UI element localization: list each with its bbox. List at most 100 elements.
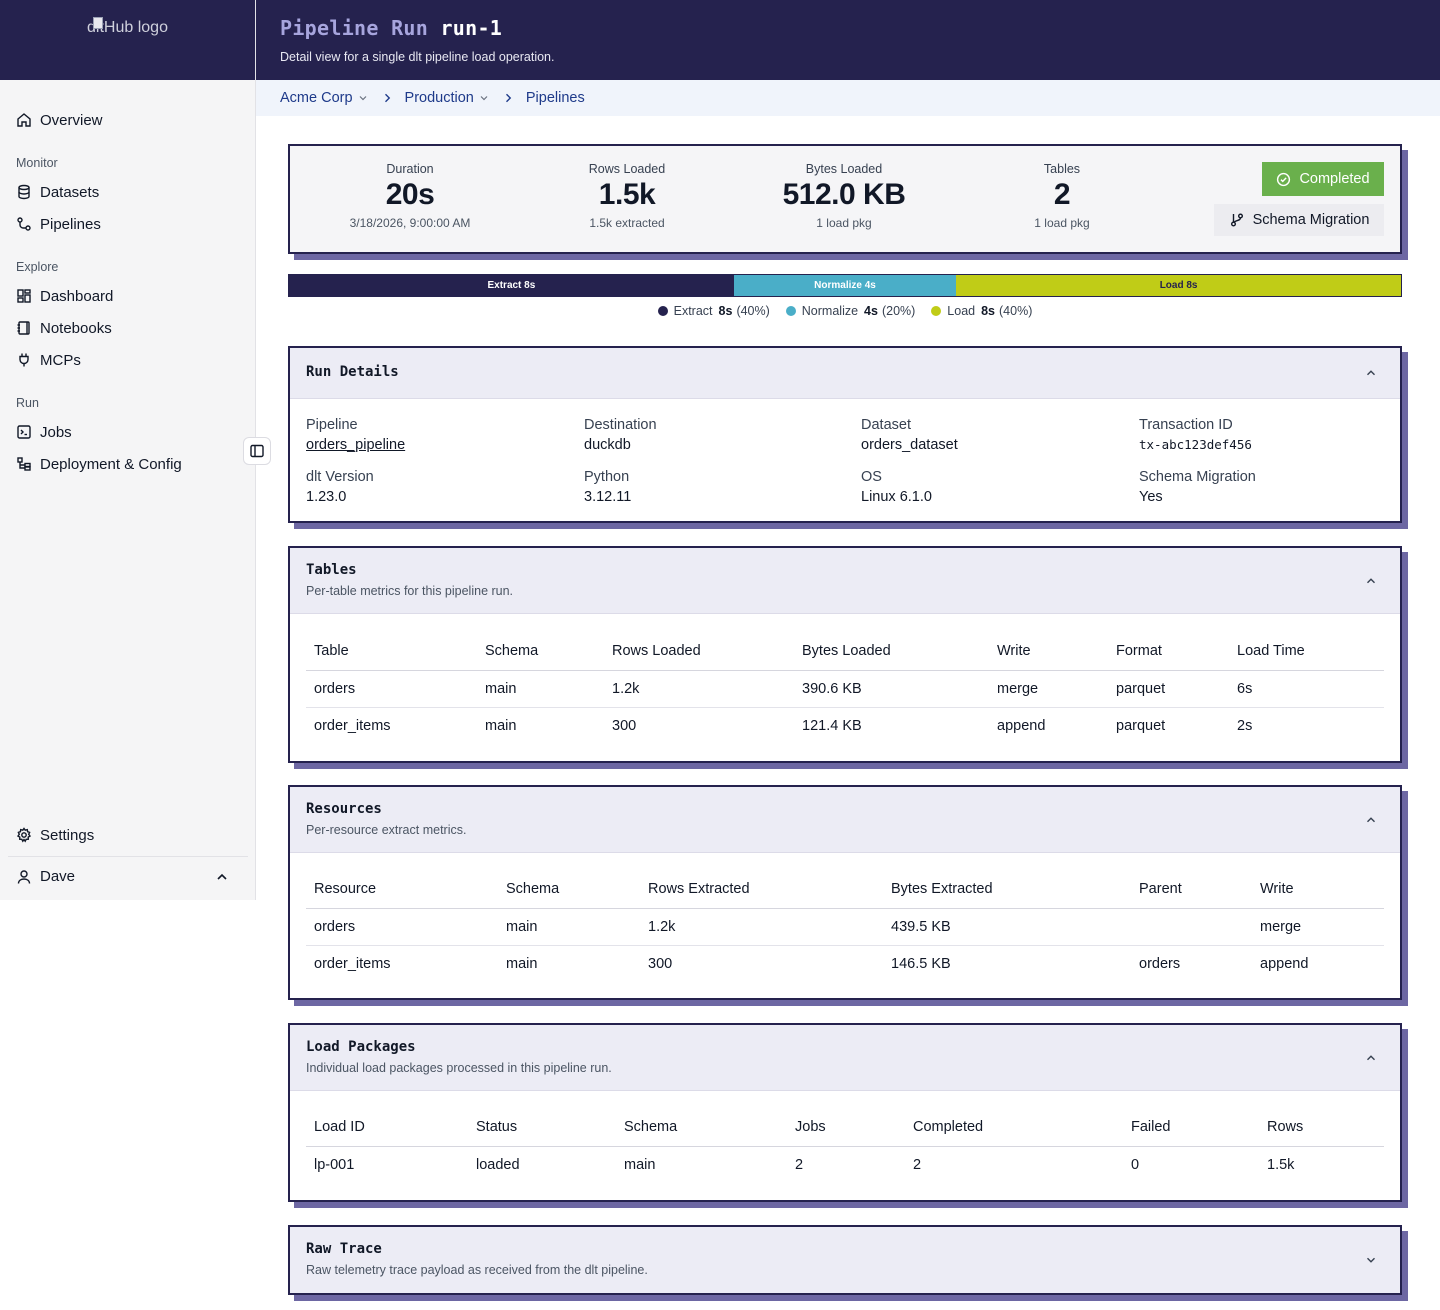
run-details-section: Run Details Pipeline orders_pipeline Des… [288,346,1402,523]
table-cell: order_items [314,717,391,734]
table-cell: merge [1252,908,1384,946]
sidebar-item-deployment[interactable]: Deployment & Config [0,448,255,480]
sidebar-nav: Overview Monitor Datasets Pipelines Expl… [0,80,255,480]
section-desc: Per-resource extract metrics. [306,823,467,837]
stat-value: 512.0 KB [782,178,906,211]
column-header: Failed [1123,1108,1259,1147]
stat-sub: 3/18/2026, 9:00:00 AM [349,216,471,230]
pipeline-link[interactable]: orders_pipeline [306,437,406,453]
detail-schema-migration: Schema Migration Yes [1139,469,1399,505]
tables-header[interactable]: Tables Per-table metrics for this pipeli… [290,548,1400,614]
table-row[interactable]: lp-001 loaded main 2 2 0 1.5k [306,1146,1384,1183]
chevron-up-icon [1367,1054,1375,1060]
sidebar-item-dashboard[interactable]: Dashboard [0,280,255,312]
column-header: Schema [498,870,640,909]
status-badge: Completed [1262,162,1384,196]
detail-key: OS [861,469,882,485]
user-menu[interactable]: Dave [8,856,248,896]
section-explore: Explore [16,260,59,274]
legend-time: 8s [981,304,996,318]
sidebar-item-pipelines[interactable]: Pipelines [0,208,255,240]
gear-icon [16,827,32,843]
load-packages-header[interactable]: Load Packages Individual load packages p… [290,1025,1400,1091]
tree-config-icon [17,457,31,471]
logo[interactable]: dltHub logo [0,0,255,80]
legend-pct: (20%) [881,304,916,318]
table-cell: main [624,1156,656,1173]
column-header: Load Time [1229,632,1384,671]
table-header-row: Table Schema Rows Loaded Bytes Loaded Wr… [306,632,1384,671]
breadcrumb-pipelines[interactable]: Pipelines [526,90,585,106]
table-cell: 2 [913,1156,922,1173]
sidebar-toggle-button[interactable] [243,437,271,465]
sidebar-item-mcps[interactable]: MCPs [0,344,255,376]
sidebar-item-overview[interactable]: Overview [0,104,255,136]
resources-header[interactable]: Resources Per-resource extract metrics. [290,787,1400,853]
raw-trace-header[interactable]: Raw Trace Raw telemetry trace payload as… [290,1227,1400,1293]
table-cell: parquet [1108,670,1229,708]
load-packages-section: Load Packages Individual load packages p… [288,1023,1402,1202]
legend-time: 4s [864,304,878,318]
column-header: Write [1252,870,1384,909]
table-cell: 1.2k [640,908,883,946]
load-segment: Load 8s [956,275,1401,296]
breadcrumb-env[interactable]: Production [405,90,490,106]
phase-legend: Extract 8s (40%) Normalize 4s (20%) Load… [288,304,1402,318]
sidebar-item-label: Overview [40,111,103,129]
table-cell: main [506,955,538,972]
broken-image-icon [93,17,103,29]
section-title: Resources [306,801,382,817]
detail-value: 1.23.0 [306,489,347,505]
table-row[interactable]: order_items main 300 146.5 KB orders app… [306,945,1384,982]
column-header: Table [306,632,477,671]
section-desc: Per-table metrics for this pipeline run. [306,584,514,598]
sidebar-item-datasets[interactable]: Datasets [0,176,255,208]
legend-pct: (40%) [999,304,1033,318]
section-run: Run [16,396,39,410]
breadcrumb-org[interactable]: Acme Corp [280,90,369,106]
schema-migration-button[interactable]: Schema Migration [1214,204,1384,236]
table-cell: append [997,717,1046,734]
legend-normalize: Normalize 4s (20%) [785,304,916,318]
plug-icon [19,353,29,367]
table-cell: 439.5 KB [883,908,1131,946]
stat-sub: 1 load pkg [1034,216,1090,230]
breadcrumb-label: Production [404,90,474,106]
sidebar-item-label: MCPs [40,351,81,369]
table-cell: 2s [1237,717,1253,734]
chevron-down-icon [359,96,366,101]
stat-tables: Tables 2 1 load pkg [962,162,1162,230]
sidebar-item-label: Dashboard [40,287,114,305]
table-cell: orders [306,670,477,708]
run-details-header[interactable]: Run Details [290,348,1400,399]
column-header: Schema [616,1108,787,1147]
table-cell: orders [1139,955,1181,972]
sidebar-item-jobs[interactable]: Jobs [0,416,255,448]
status-label: Completed [1299,171,1370,187]
detail-key: Pipeline [306,417,358,433]
legend-dot [657,306,668,316]
table-cell: 300 [612,717,637,734]
column-header: Schema [477,632,604,671]
table-row[interactable]: order_items main 300 121.4 KB append par… [306,707,1384,744]
column-header: Load ID [306,1108,468,1147]
extract-segment: Extract 8s [289,275,734,296]
sidebar-item-settings[interactable]: Settings [0,819,255,851]
sidebar-item-notebooks[interactable]: Notebooks [0,312,255,344]
page-subtitle: Detail view for a single dlt pipeline lo… [280,50,555,64]
detail-value: Yes [1139,489,1163,505]
title-prefix: Pipeline Run [280,16,429,40]
stat-label: Rows Loaded [588,162,666,176]
resources-table: Resource Schema Rows Extracted Bytes Ext… [306,870,1384,982]
breadcrumb: Acme Corp Production Pipelines [256,80,1440,116]
table-row[interactable]: orders main 1.2k 439.5 KB merge [306,908,1384,946]
table-cell: 146.5 KB [891,955,951,972]
column-header: Rows Loaded [604,632,794,671]
user-icon [17,869,31,884]
table-row[interactable]: orders main 1.2k 390.6 KB merge parquet … [306,670,1384,708]
table-cell: 1.5k [1267,1156,1295,1173]
sidebar-item-label: Pipelines [40,215,101,233]
stat-label: Duration [386,162,434,176]
detail-destination: Destination duckdb [584,417,844,453]
chevron-down-icon [1367,1257,1375,1263]
